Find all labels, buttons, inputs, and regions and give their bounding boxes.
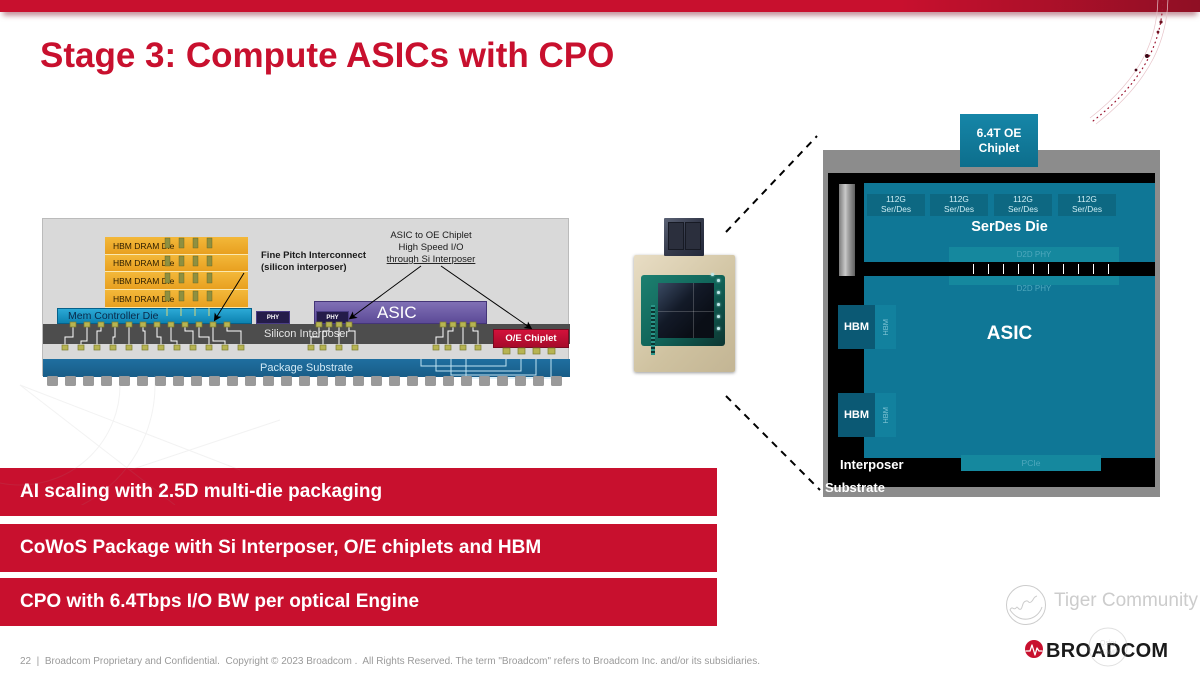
svg-text:ASIC to OE Chiplet: ASIC to OE Chiplet bbox=[390, 230, 472, 241]
svg-text:High Speed I/O: High Speed I/O bbox=[399, 242, 464, 253]
svg-text:through Si Interposer: through Si Interposer bbox=[387, 254, 476, 265]
svg-text:Fine Pitch Interconnect: Fine Pitch Interconnect bbox=[261, 250, 367, 261]
svg-text:Qsky: Qsky bbox=[1100, 640, 1116, 647]
svg-text:(silicon interposer): (silicon interposer) bbox=[261, 262, 347, 273]
svg-text:STAMP: STAMP bbox=[1098, 650, 1118, 656]
